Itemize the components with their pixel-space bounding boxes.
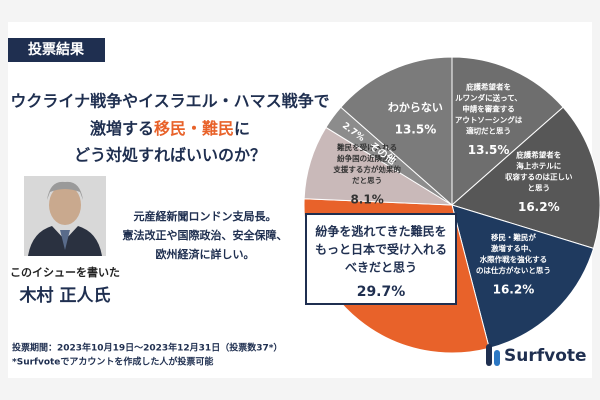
value-label: 16.2% <box>493 283 535 297</box>
pie-slice <box>451 56 564 207</box>
author-photo <box>24 176 106 256</box>
pie-slice <box>451 204 595 349</box>
slice-label: 激増する中、 <box>491 243 536 253</box>
pie: 庇護希望者をルワンダに送って、申請を審査するアウトソーシングは適切だと思う13.… <box>303 56 600 354</box>
slice-label: 支援する方が効果的 <box>332 164 401 174</box>
value-label: 29.7% <box>357 284 406 300</box>
slice-label: 申請を審査する <box>462 104 515 114</box>
slice-label: 移民・難民が <box>491 232 536 242</box>
slice-label: 庇護希望者を <box>465 82 511 92</box>
slice-label: 適切だと思う <box>466 126 511 136</box>
footer-line: *Surfvoteでアカウントを作成した人が投票可能 <box>12 356 213 368</box>
logo-icon <box>486 344 500 366</box>
header: 投票結果 <box>28 41 85 58</box>
author-caption: このイシューを書いた <box>10 265 120 279</box>
question-line: ウクライナ戦争やイスラエル・ハマス戦争で <box>10 92 329 111</box>
slice-label: 海上ホテルに <box>516 160 561 170</box>
slice-label: 水際作戦を強化する <box>480 254 548 264</box>
slice-label: と思う <box>528 183 551 192</box>
slice-label: だと思う <box>352 176 382 185</box>
header-box <box>8 38 105 62</box>
slice-label: 紛争国の近隣国を <box>337 153 397 163</box>
description-line: 欧州経済に詳しい。 <box>156 247 255 261</box>
slice-label: のは仕方がないと思う <box>476 265 551 275</box>
slice-label: ルワンダに送って、 <box>455 93 522 103</box>
value-label: 13.5% <box>468 143 510 157</box>
author-name: 木村 正人氏 <box>19 285 111 306</box>
slice-label: アウトソーシングは <box>455 115 523 125</box>
slice-label: もっと日本で受け入れる <box>315 242 447 257</box>
pie-slice <box>450 106 600 249</box>
footer-line: 投票期間：2023年10月19日～2023年12月31日（投票数37*） <box>12 342 282 354</box>
value-label: 16.2% <box>518 200 560 214</box>
question-part: に <box>234 119 250 138</box>
slice-label: わからない <box>388 101 443 114</box>
slice-label: 庇護希望者を <box>515 149 561 159</box>
question-line: どう対処すればいいのか？ <box>74 146 266 165</box>
slice-label: 難民を受け入れる <box>337 142 397 152</box>
logo: Surfvote <box>504 346 587 366</box>
pie-slice <box>340 56 453 207</box>
question-highlight: 移民・難民 <box>154 119 234 138</box>
question-part: 激増する <box>90 119 154 138</box>
callout-box <box>305 213 457 305</box>
slice-label: べきだと思う <box>345 261 417 275</box>
slice-label: 紛争を逃れてきた難民を <box>315 224 446 239</box>
value-label: 13.5% <box>395 123 437 137</box>
description-line: 元産経新聞ロンドン支局長。 <box>134 209 277 223</box>
description-line: 憲法改正や国際政治、安全保障、 <box>122 228 288 242</box>
value-label: 8.1% <box>350 192 383 206</box>
question-line: 激増する移民・難民に <box>90 119 250 138</box>
slice-label: 収容するのは正しい <box>505 171 573 181</box>
